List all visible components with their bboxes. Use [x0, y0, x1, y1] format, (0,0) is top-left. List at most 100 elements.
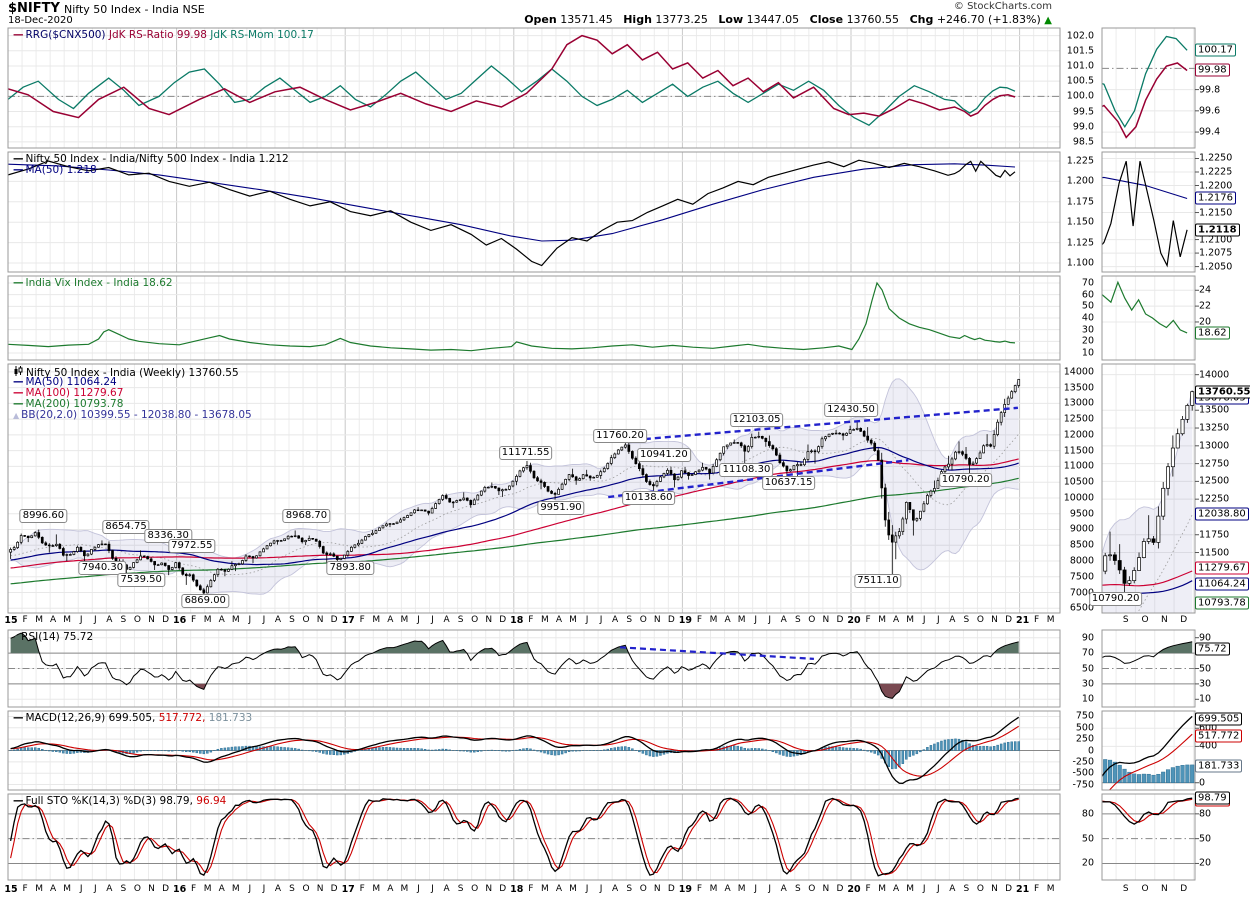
axis-tick-label: 10000 [1063, 492, 1094, 504]
axis-tick-label: 500 [1075, 722, 1094, 734]
x-axis-month-label: J [754, 884, 757, 894]
axis-tick-label: 14000 [1063, 366, 1094, 378]
axis-tick-label: 1.125 [1066, 237, 1094, 249]
axis-tick-label: 9000 [1069, 523, 1094, 535]
ratio-plot[interactable] [8, 159, 1016, 267]
axis-tick-label: -750 [1072, 779, 1094, 791]
x-axis-month-label: S [289, 884, 295, 894]
x-axis-month-label: O [976, 884, 984, 894]
stockcharts-credit: © StockCharts.com [953, 1, 1052, 12]
x-axis-month-label: D [1005, 884, 1013, 894]
legend-text: MA(50) 11064.24 [25, 376, 117, 388]
x-axis-month-label: N [148, 615, 155, 625]
x-axis-month-label: F [359, 615, 365, 625]
x-axis-month-label: F [1034, 615, 1040, 625]
price-annotation: 12430.50 [824, 403, 878, 418]
axis-tick-label: 13000 [1199, 440, 1230, 452]
x-axis-month-label: J [754, 615, 757, 625]
symbol-title: $NIFTY [8, 1, 60, 16]
legend-line: Nifty 50 Index - India (Weekly) 13760.55 [13, 366, 239, 379]
rsi-plot[interactable] [10, 630, 1019, 707]
sto-plot[interactable] [9, 797, 1019, 877]
axis-tick-label: 99.4 [1199, 126, 1221, 138]
x-axis-month-label: A [50, 615, 57, 625]
axis-value-tag: 99.98 [1195, 63, 1230, 77]
mini-rsi-plot[interactable] [1100, 630, 1193, 707]
x-axis-month-label: M [231, 884, 240, 894]
x-axis-month-label: A [893, 884, 900, 894]
legend-text: Full STO %K(14,3) %D(3) 98.79, [25, 795, 197, 807]
axis-value-tag: 517.772 [1195, 729, 1243, 743]
x-axis-month-label: N [316, 884, 324, 894]
mini-sto-plot[interactable] [1100, 797, 1193, 825]
x-axis-month-label: M [709, 615, 718, 625]
x-axis-month-label: S [120, 884, 127, 894]
x-axis-month-label-mini: N [1161, 884, 1168, 894]
axis-tick-label: 99.5 [1072, 106, 1094, 118]
axis-tick-label: 22 [1199, 300, 1212, 312]
axis-tick-label: 1.2225 [1199, 166, 1233, 178]
x-axis-month-label: J [93, 615, 97, 625]
candlestick-icon [13, 366, 23, 379]
axis-tick-label: 7000 [1069, 587, 1094, 598]
x-axis-month-label: M [372, 884, 381, 894]
x-axis-month-label: F [1034, 884, 1040, 894]
axis-tick-label: 8500 [1069, 539, 1094, 551]
x-axis-month-label: M [63, 884, 72, 894]
axis-tick-label: 11500 [1063, 445, 1094, 457]
x-axis-month-label: S [963, 884, 970, 894]
x-axis-month-label: J [431, 884, 434, 894]
axis-tick-label: 10500 [1063, 476, 1094, 488]
x-axis-month-label: M [906, 615, 915, 625]
up-triangle-icon: ▲ [1044, 15, 1052, 26]
x-axis-month-label: A [893, 615, 900, 625]
legend-text: 517.772, [158, 712, 209, 724]
x-axis-month-label: N [316, 615, 324, 625]
x-axis-month-label: J [599, 884, 603, 894]
chart-date: 18-Dec-2020 [8, 15, 73, 26]
axis-tick-label: 750 [1075, 710, 1094, 722]
x-axis-month-label: A [949, 615, 956, 625]
axis-tick-label: 13500 [1199, 404, 1230, 416]
x-axis-month-label: S [794, 615, 801, 625]
x-axis-month-label: M [569, 615, 577, 625]
axis-tick-label: 30 [1081, 324, 1094, 336]
axis-tick-label: 50 [1199, 663, 1212, 674]
chg-label: Chg [909, 13, 934, 26]
x-axis-month-label: J [585, 615, 589, 625]
x-axis-month-label: F [865, 884, 871, 894]
rrg-plot[interactable] [8, 34, 1016, 126]
macd-plot[interactable] [9, 716, 1020, 784]
axis-tick-label: 80 [1081, 808, 1094, 820]
mini-main-chart-plot[interactable] [1099, 389, 1195, 785]
line-swatch-icon: — [13, 795, 23, 807]
mini-macd-plot[interactable] [1099, 715, 1195, 801]
axis-tick-label: 10 [1081, 347, 1094, 359]
open-label: Open [524, 13, 557, 26]
x-axis-month-label: 18 [510, 884, 524, 895]
x-axis-month-label: M [737, 884, 746, 894]
axis-value-tag: 1.2176 [1195, 191, 1236, 205]
x-axis-month-label: A [443, 615, 450, 625]
x-axis-month-label: O [639, 615, 647, 625]
x-axis-month-label: M [878, 884, 886, 894]
mini-ratio-plot[interactable] [0, 153, 1188, 850]
axis-value-tag: 10793.78 [1195, 596, 1249, 610]
mini-vix-plot[interactable] [0, 0, 1188, 385]
vix-plot[interactable] [8, 281, 1016, 352]
axis-tick-label: 10 [1199, 693, 1212, 705]
x-axis-month-label: A [780, 615, 787, 625]
price-annotation: 6869.00 [181, 594, 229, 609]
x-axis-month-label: J [262, 615, 266, 625]
x-axis-month-label: M [569, 884, 577, 894]
axis-value-tag: 18.62 [1195, 326, 1230, 340]
axis-tick-label: 11500 [1199, 547, 1230, 559]
axis-tick-label: 8000 [1069, 555, 1094, 567]
main-chart-plot[interactable] [9, 378, 1021, 597]
axis-tick-label: 400 [1199, 740, 1218, 752]
axis-tick-label: 80 [1199, 808, 1212, 820]
x-axis-month-label: O [302, 615, 310, 625]
x-axis-month-label: D [667, 884, 675, 894]
